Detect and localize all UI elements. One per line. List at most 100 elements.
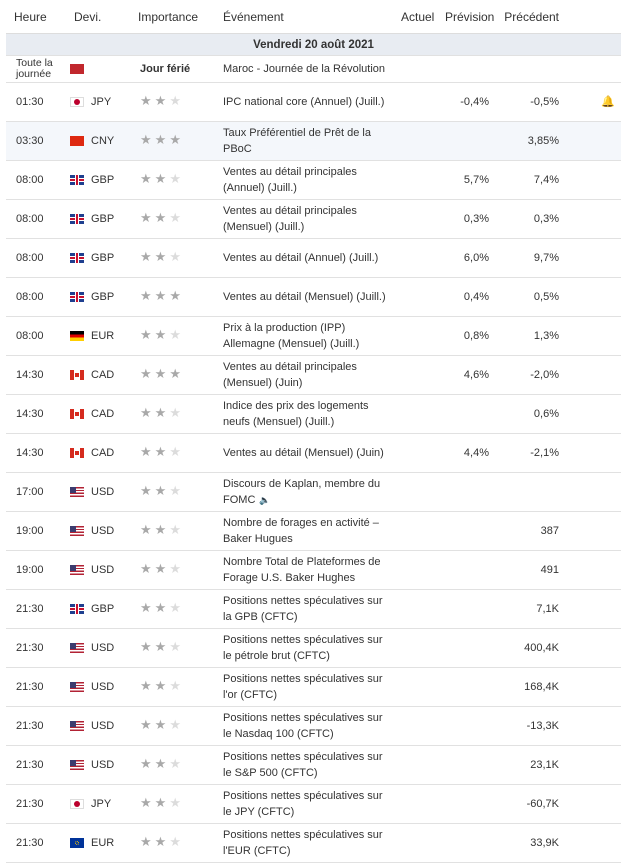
- holiday-label: Jour férié: [130, 55, 215, 83]
- event-time: 01:30: [6, 82, 66, 122]
- event-name[interactable]: IPC national core (Annuel) (Juill.): [223, 96, 385, 108]
- table-row[interactable]: 08:00 EUR ★ ★ ★ Prix à la production (IPP) Al…: [6, 316, 621, 356]
- importance-star-icon: ★: [140, 366, 152, 381]
- event-name[interactable]: Ventes au détail (Mensuel) (Juin): [223, 447, 384, 459]
- previous-value: 0,5%: [495, 277, 565, 317]
- event-name[interactable]: Nombre Total de Plateformes de Forage U.…: [223, 556, 381, 584]
- forecast-value: [437, 706, 495, 746]
- importance-star-icon: ★: [154, 366, 167, 381]
- actual-value: [393, 121, 437, 161]
- canada-flag-icon: [70, 448, 84, 459]
- event-name[interactable]: Prix à la production (IPP) Allemagne (Me…: [223, 322, 360, 350]
- usa-flag-icon: [70, 565, 84, 576]
- event-name[interactable]: Taux Préférentiel de Prêt de la PBoC: [223, 127, 371, 155]
- calendar-table: Heure Devi. Importance Événement Actuel …: [6, 0, 621, 863]
- table-row[interactable]: 21:30 GBP ★ ★ ★ Positions nettes spéculatives…: [6, 589, 621, 629]
- actual-value: [393, 550, 437, 590]
- event-name[interactable]: Positions nettes spéculatives sur le JPY…: [223, 790, 383, 818]
- table-row[interactable]: 21:30 JPY ★ ★ ★ Positions nettes spéculatives…: [6, 784, 621, 824]
- uk-flag-icon: [70, 253, 84, 264]
- table-row[interactable]: 19:00 USD ★ ★ ★ Nombre de forages en activité…: [6, 511, 621, 551]
- germany-flag-icon: [70, 331, 84, 342]
- event-name[interactable]: Indice des prix des logements neufs (Men…: [223, 400, 369, 428]
- importance-stars: ★ ★ ★: [130, 316, 215, 356]
- holiday-row[interactable]: Toute la journée Jour férié Maroc - Jour…: [6, 55, 621, 83]
- col-forecast[interactable]: Prévision: [437, 0, 495, 34]
- currency-code: CAD: [91, 408, 115, 420]
- table-row[interactable]: 03:30 CNY ★ ★ ★ Taux Préférentiel de Prêt de …: [6, 121, 621, 161]
- event-name[interactable]: Positions nettes spéculatives sur le S&P…: [223, 751, 383, 779]
- event-time: 14:30: [6, 355, 66, 395]
- event-name[interactable]: Discours de Kaplan, membre du FOMC: [223, 478, 381, 506]
- importance-star-icon: ★: [154, 834, 167, 849]
- table-row[interactable]: 21:30 USD ★ ★ ★ Positions nettes spéculatives…: [6, 628, 621, 668]
- table-row[interactable]: 08:00 GBP ★ ★ ★ Ventes au détail (Annuel) (Ju…: [6, 238, 621, 278]
- previous-value: -13,3K: [495, 706, 565, 746]
- table-row[interactable]: 08:00 GBP ★ ★ ★ Ventes au détail principales …: [6, 199, 621, 239]
- event-name[interactable]: Nombre de forages en activité – Baker Hu…: [223, 517, 379, 545]
- col-currency[interactable]: Devi.: [66, 0, 130, 34]
- importance-star-icon: ★: [154, 639, 167, 654]
- currency-code: JPY: [91, 798, 112, 810]
- currency-code: USD: [91, 486, 115, 498]
- table-row[interactable]: 08:00 GBP ★ ★ ★ Ventes au détail principales …: [6, 160, 621, 200]
- actual-value: [393, 355, 437, 395]
- bell-plus-icon[interactable]: 🔔: [601, 96, 615, 108]
- forecast-value: [437, 667, 495, 707]
- event-name[interactable]: Ventes au détail (Annuel) (Juill.): [223, 252, 379, 264]
- importance-star-icon: ★: [140, 405, 152, 420]
- event-name[interactable]: Positions nettes spéculatives sur la GPB…: [223, 595, 383, 623]
- event-name[interactable]: Positions nettes spéculatives sur le Nas…: [223, 712, 383, 740]
- table-row[interactable]: 14:30 CAD ★ ★ ★ Indice des prix des logements…: [6, 394, 621, 434]
- importance-stars: ★ ★ ★: [130, 199, 215, 239]
- currency-code: GBP: [91, 213, 115, 225]
- importance-star-icon: ★: [140, 210, 152, 225]
- event-name[interactable]: Ventes au détail principales (Annuel) (J…: [223, 166, 357, 194]
- event-time: 14:30: [6, 394, 66, 434]
- actual-value: [393, 745, 437, 785]
- event-name[interactable]: Ventes au détail principales (Mensuel) (…: [223, 361, 357, 389]
- table-row[interactable]: 21:30 USD ★ ★ ★ Positions nettes spéculatives…: [6, 706, 621, 746]
- importance-star-icon: ★: [169, 483, 181, 498]
- actual-value: [393, 394, 437, 434]
- forecast-value: [437, 121, 495, 161]
- col-importance[interactable]: Importance: [130, 0, 215, 34]
- event-name[interactable]: Ventes au détail (Mensuel) (Juill.): [223, 291, 386, 303]
- table-row[interactable]: 21:30 EUR ★ ★ ★ Positions nettes spéculatives…: [6, 823, 621, 863]
- forecast-value: [437, 550, 495, 590]
- forecast-value: [437, 823, 495, 863]
- col-actual[interactable]: Actuel: [393, 0, 437, 34]
- table-row[interactable]: 14:30 CAD ★ ★ ★ Ventes au détail principales …: [6, 355, 621, 395]
- event-name[interactable]: Ventes au détail principales (Mensuel) (…: [223, 205, 357, 233]
- importance-star-icon: ★: [169, 522, 181, 537]
- table-row[interactable]: 21:30 USD ★ ★ ★ Positions nettes spéculatives…: [6, 745, 621, 785]
- importance-star-icon: ★: [169, 93, 181, 108]
- holiday-event[interactable]: Maroc - Journée de la Révolution: [215, 55, 565, 83]
- col-time[interactable]: Heure: [6, 0, 66, 34]
- previous-value: 3,85%: [495, 121, 565, 161]
- forecast-value: [437, 784, 495, 824]
- importance-star-icon: ★: [169, 639, 181, 654]
- table-row[interactable]: 08:00 GBP ★ ★ ★ Ventes au détail (Mensuel) (J…: [6, 277, 621, 317]
- actual-value: [393, 199, 437, 239]
- table-row[interactable]: 21:30 USD ★ ★ ★ Positions nettes spéculatives…: [6, 667, 621, 707]
- previous-value: [495, 472, 565, 512]
- importance-star-icon: ★: [140, 834, 152, 849]
- previous-value: 33,9K: [495, 823, 565, 863]
- table-row[interactable]: 01:30 JPY ★ ★ ★ IPC national core (Annuel) (J…: [6, 82, 621, 122]
- table-row[interactable]: 19:00 USD ★ ★ ★ Nombre Total de Plateformes d…: [6, 550, 621, 590]
- importance-star-icon: ★: [154, 210, 167, 225]
- table-row[interactable]: 17:00 USD ★ ★ ★ Discours de Kaplan, membre du…: [6, 472, 621, 512]
- col-event[interactable]: Événement: [215, 0, 393, 34]
- event-name[interactable]: Positions nettes spéculatives sur l'EUR …: [223, 829, 383, 857]
- event-name[interactable]: Positions nettes spéculatives sur le pét…: [223, 634, 383, 662]
- table-row[interactable]: 14:30 CAD ★ ★ ★ Ventes au détail (Mensuel) (J…: [6, 433, 621, 473]
- event-name[interactable]: Positions nettes spéculatives sur l'or (…: [223, 673, 383, 701]
- forecast-value: 0,8%: [437, 316, 495, 356]
- importance-stars: ★ ★ ★: [130, 628, 215, 668]
- previous-value: 0,3%: [495, 199, 565, 239]
- event-time: 21:30: [6, 745, 66, 785]
- col-alert: [565, 0, 621, 34]
- col-previous[interactable]: Précédent: [495, 0, 565, 34]
- morocco-flag-icon: [70, 64, 84, 75]
